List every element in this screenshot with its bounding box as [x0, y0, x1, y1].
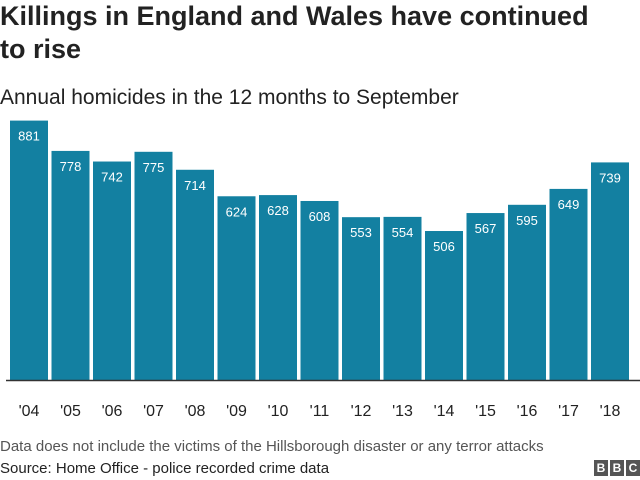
bar: [549, 188, 588, 380]
bar-value-label: 608: [309, 209, 331, 224]
bar-value-label: 554: [392, 225, 414, 240]
bar-value-label: 775: [143, 160, 165, 175]
x-tick-label: '16: [517, 403, 538, 420]
x-tick-label: '05: [60, 403, 81, 420]
x-tick-label: '17: [558, 403, 579, 420]
x-tick-label: '10: [268, 403, 289, 420]
logo-letter: B: [594, 460, 608, 476]
chart-footnote: Data does not include the victims of the…: [0, 438, 544, 455]
bar-chart: 881 '04 778 '05 742 '06 775 '07 714 '08 624 '09 628 '…: [6, 120, 640, 420]
bar-value-label: 881: [18, 129, 40, 144]
bar: [176, 169, 214, 380]
x-tick-label: '09: [226, 403, 247, 420]
bar-value-label: 595: [516, 213, 538, 228]
bar: [425, 231, 463, 380]
chart-source: Source: Home Office - police recorded cr…: [0, 460, 330, 477]
bar-value-label: 739: [599, 170, 621, 185]
x-tick-label: '14: [434, 403, 455, 420]
bar-value-label: 506: [433, 239, 455, 254]
x-tick-label: '15: [475, 403, 496, 420]
bar-value-label: 714: [184, 178, 206, 193]
bar-value-label: 567: [475, 221, 497, 236]
bbc-logo: B B C: [594, 460, 640, 476]
bar: [300, 200, 339, 380]
logo-letter: B: [610, 460, 624, 476]
x-tick-label: '06: [102, 403, 123, 420]
bar: [10, 120, 48, 380]
bar: [591, 162, 629, 380]
x-tick-label: '18: [600, 403, 621, 420]
logo-letter: C: [626, 460, 640, 476]
x-tick-label: '12: [351, 403, 372, 420]
bar: [342, 217, 380, 380]
bar-value-label: 778: [60, 159, 82, 174]
bar-value-label: 649: [558, 197, 580, 212]
bar: [134, 151, 173, 380]
x-tick-label: '11: [310, 403, 330, 420]
bar: [466, 213, 505, 380]
x-tick-label: '13: [392, 403, 413, 420]
x-tick-label: '08: [185, 403, 206, 420]
bar: [51, 150, 90, 380]
x-tick-label: '04: [19, 403, 40, 420]
bar: [383, 216, 422, 380]
x-tick-label: '07: [143, 403, 164, 420]
bar: [93, 161, 131, 380]
bar-value-label: 553: [350, 225, 372, 240]
bar: [259, 195, 297, 380]
chart-subtitle: Annual homicides in the 12 months to Sep…: [0, 86, 459, 109]
bar: [217, 196, 256, 380]
bar-value-label: 624: [226, 204, 248, 219]
bar: [508, 204, 546, 380]
chart-title: Killings in England and Wales have conti…: [0, 1, 589, 64]
bar-value-label: 628: [267, 203, 289, 218]
bar-value-label: 742: [101, 170, 123, 185]
